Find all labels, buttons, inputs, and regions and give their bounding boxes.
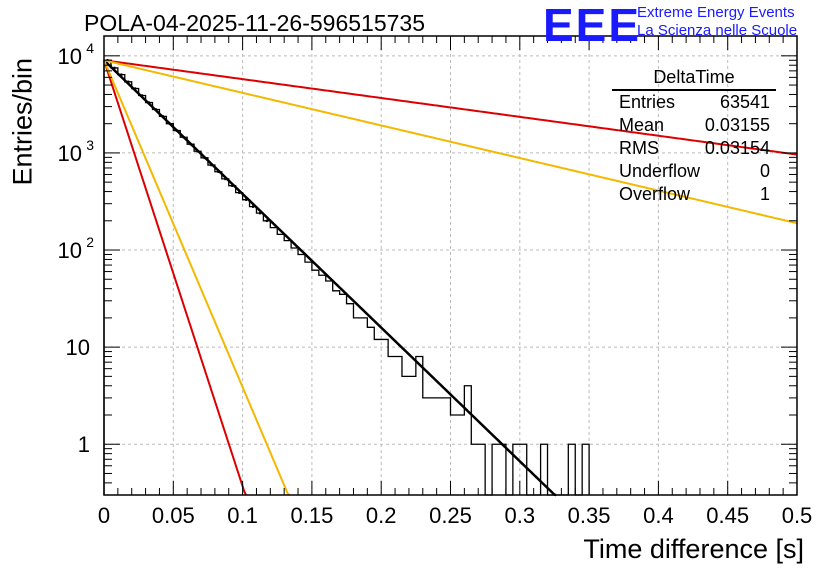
eee-logo: EEE bbox=[543, 0, 642, 51]
y-tick-exponent: 4 bbox=[86, 40, 94, 56]
y-tick-label: 10 bbox=[58, 44, 82, 69]
logo-line-1: Extreme Energy Events bbox=[637, 4, 795, 21]
fit-curve-orange-steep bbox=[103, 59, 291, 496]
x-tick-label: 0.1 bbox=[227, 503, 258, 528]
stats-label: Mean bbox=[619, 115, 665, 135]
x-tick-label: 0.45 bbox=[706, 503, 749, 528]
fit-curve-red-shallow bbox=[103, 59, 798, 156]
y-tick-label: 10 bbox=[58, 238, 82, 263]
stats-value: 0.03155 bbox=[704, 115, 770, 135]
stats-row: Underflow 0 bbox=[612, 160, 776, 183]
x-tick-label: 0 bbox=[98, 503, 110, 528]
fit-curve-orange-shallow bbox=[103, 59, 798, 225]
stats-label: Underflow bbox=[619, 161, 701, 181]
fit-curves-layer bbox=[103, 59, 798, 497]
y-tick-label: 1 bbox=[78, 432, 90, 457]
x-tick-label: 0.2 bbox=[366, 503, 397, 528]
stats-value: 0.03154 bbox=[704, 138, 770, 158]
stats-box: DeltaTime Entries 63541 Mean 0.03155 RMS 0.… bbox=[612, 66, 776, 206]
chart-title: POLA-04-2025-11-26-596515735 bbox=[84, 10, 425, 36]
x-axis-label: Time difference [s] bbox=[583, 534, 804, 564]
stats-label: RMS bbox=[619, 138, 659, 158]
fit-curve-black-fit bbox=[103, 59, 557, 497]
y-tick-label: 10 bbox=[66, 335, 90, 360]
x-tick-label: 0.3 bbox=[505, 503, 536, 528]
stats-label: Overflow bbox=[619, 184, 691, 204]
stats-row: RMS 0.03154 bbox=[612, 137, 776, 160]
y-tick-exponent: 2 bbox=[86, 234, 94, 250]
x-tick-label: 0.5 bbox=[782, 503, 813, 528]
stats-row: Entries 63541 bbox=[612, 91, 776, 114]
x-tick-label: 0.4 bbox=[643, 503, 674, 528]
x-tick-label: 0.35 bbox=[568, 503, 611, 528]
histogram-outline bbox=[103, 59, 590, 496]
stats-label: Entries bbox=[619, 92, 676, 112]
fit-curve-red-steep bbox=[103, 59, 247, 496]
stats-value: 1 bbox=[759, 184, 770, 204]
histogram-layer bbox=[103, 59, 590, 496]
y-axis-label: Entries/bin bbox=[7, 57, 38, 186]
y-tick-label: 10 bbox=[58, 141, 82, 166]
stats-row: Mean 0.03155 bbox=[612, 114, 776, 137]
axis-ticks: 0 0.05 0.1 0.15 0.2 0.25 0.3 0.35 0.4 0.45 0.51101… bbox=[58, 36, 813, 528]
y-tick-exponent: 3 bbox=[86, 137, 94, 153]
x-tick-label: 0.25 bbox=[429, 503, 472, 528]
x-tick-label: 0.15 bbox=[290, 503, 333, 528]
stats-title: DeltaTime bbox=[612, 66, 776, 91]
stats-value: 63541 bbox=[719, 92, 770, 112]
stats-value: 0 bbox=[759, 161, 770, 181]
stats-row: Overflow 1 bbox=[612, 183, 776, 206]
x-tick-label: 0.05 bbox=[152, 503, 195, 528]
logo-line-2: La Scienza nelle Scuole bbox=[637, 22, 798, 39]
